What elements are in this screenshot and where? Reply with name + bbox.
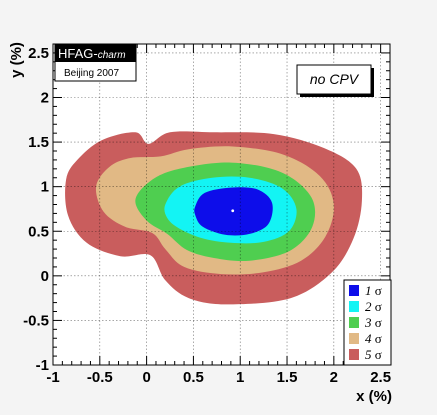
legend-swatch: [349, 301, 359, 312]
badge-subtitle: Beijing 2007: [64, 68, 119, 79]
legend-swatch: [349, 333, 359, 344]
x-tick-label: 2: [330, 369, 338, 386]
y-axis-title: y (%): [8, 42, 25, 78]
contour-layer: [65, 131, 363, 305]
y-tick-label: 2: [41, 90, 49, 107]
x-tick-label: 0.5: [183, 369, 204, 386]
legend-label: 3 σ: [364, 315, 382, 330]
annotation-text: no CPV: [310, 71, 360, 87]
x-tick-label: 0: [142, 369, 150, 386]
y-tick-label: 1: [41, 179, 49, 196]
legend-label: 1 σ: [365, 283, 382, 298]
x-tick-label: 2.5: [370, 369, 391, 386]
badge-title-bar: [55, 44, 136, 62]
y-tick-labels: -1 -0.5 0 0.5 1 1.5 2 2.5: [23, 45, 49, 374]
legend-entries: 1 σ2 σ3 σ4 σ5 σ: [349, 283, 382, 362]
x-tick-label: 1: [236, 369, 244, 386]
x-axis-title: x (%): [356, 388, 392, 405]
legend: 1 σ2 σ3 σ4 σ5 σ: [343, 279, 392, 366]
x-tick-label: -0.5: [87, 369, 113, 386]
x-tick-labels: -1 -0.5 0 0.5 1 1.5 2 2.5: [46, 369, 391, 386]
legend-swatch: [349, 285, 359, 296]
best-fit-marker: [231, 209, 235, 213]
annotation-box: [296, 64, 372, 95]
hfag-badge: HFAG-charm Beijing 2007: [54, 43, 137, 82]
badge-title: HFAG-charm: [58, 46, 126, 61]
legend-swatch: [349, 349, 359, 360]
y-tick-label: 0: [41, 268, 49, 285]
legend-label: 4 σ: [365, 331, 382, 346]
x-tick-label: 1.5: [277, 369, 298, 386]
legend-swatch: [349, 317, 359, 328]
legend-label: 2 σ: [365, 299, 382, 314]
legend-label: 5 σ: [365, 347, 382, 362]
y-tick-label: 2.5: [28, 45, 49, 62]
y-tick-label: 0.5: [28, 223, 49, 240]
y-tick-label: 1.5: [28, 134, 49, 151]
no-cpv-box: no CPV: [296, 64, 374, 97]
y-tick-label: -1: [36, 357, 49, 374]
x-tick-label: -1: [46, 369, 59, 386]
y-tick-label: -0.5: [23, 312, 49, 329]
